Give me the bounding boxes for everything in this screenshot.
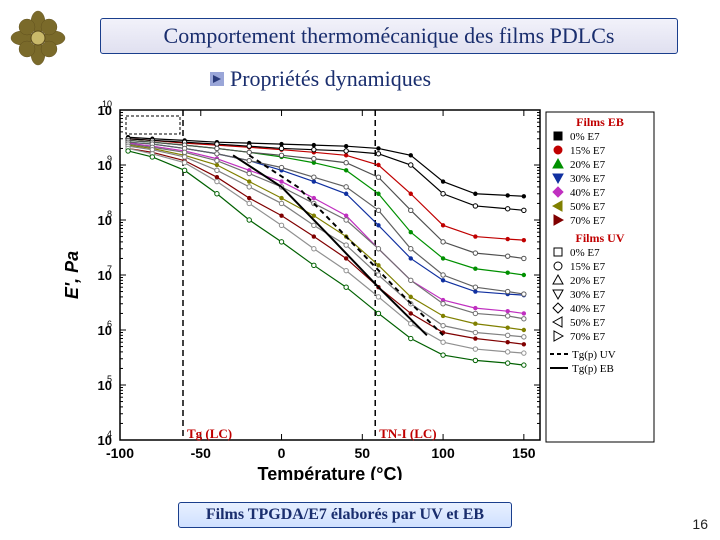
svg-text:0% E7: 0% E7 [570, 247, 600, 259]
svg-text:70% E7: 70% E7 [570, 331, 606, 343]
svg-text:9: 9 [107, 154, 112, 164]
svg-text:50: 50 [355, 445, 371, 461]
svg-text:20% E7: 20% E7 [570, 159, 606, 171]
svg-text:0: 0 [278, 445, 286, 461]
svg-text:150: 150 [512, 445, 536, 461]
svg-text:Tg(p) EB: Tg(p) EB [572, 363, 614, 375]
svg-text:20% E7: 20% E7 [570, 275, 606, 287]
svg-text:Température (°C): Température (°C) [258, 464, 403, 480]
svg-text:8: 8 [107, 209, 112, 219]
svg-text:30% E7: 30% E7 [570, 173, 606, 185]
modulus-vs-temperature-chart: -100-500501001501041051061071081091010Te… [60, 100, 660, 480]
svg-text:100: 100 [431, 445, 455, 461]
svg-text:70% E7: 70% E7 [570, 215, 606, 227]
svg-text:15% E7: 15% E7 [570, 261, 606, 273]
svg-text:Films EB: Films EB [576, 115, 624, 129]
svg-text:10: 10 [102, 100, 112, 109]
svg-text:6: 6 [107, 319, 112, 329]
svg-text:40% E7: 40% E7 [570, 303, 606, 315]
svg-text:50% E7: 50% E7 [570, 317, 606, 329]
bullet-arrow-icon [210, 72, 224, 86]
svg-text:4: 4 [107, 429, 112, 439]
slide-title: Comportement thermomécanique des films P… [100, 18, 678, 54]
page-number: 16 [692, 516, 708, 532]
svg-text:Films UV: Films UV [576, 231, 625, 245]
svg-text:15% E7: 15% E7 [570, 145, 606, 157]
chart-caption: Films TPGDA/E7 élaborés par UV et EB [178, 502, 512, 528]
slide-logo [8, 8, 68, 68]
svg-text:E', Pa: E', Pa [62, 251, 82, 299]
svg-text:0% E7: 0% E7 [570, 131, 600, 143]
svg-text:TN-I (LC): TN-I (LC) [379, 426, 436, 441]
svg-text:Tg (LC): Tg (LC) [187, 426, 232, 441]
svg-text:40% E7: 40% E7 [570, 187, 606, 199]
svg-text:50% E7: 50% E7 [570, 201, 606, 213]
svg-text:7: 7 [107, 264, 112, 274]
svg-text:Tg(p) UV: Tg(p) UV [572, 349, 616, 361]
svg-text:5: 5 [107, 374, 112, 384]
slide-subtitle: Propriétés dynamiques [230, 66, 431, 92]
svg-text:30% E7: 30% E7 [570, 289, 606, 301]
svg-text:-50: -50 [191, 445, 211, 461]
